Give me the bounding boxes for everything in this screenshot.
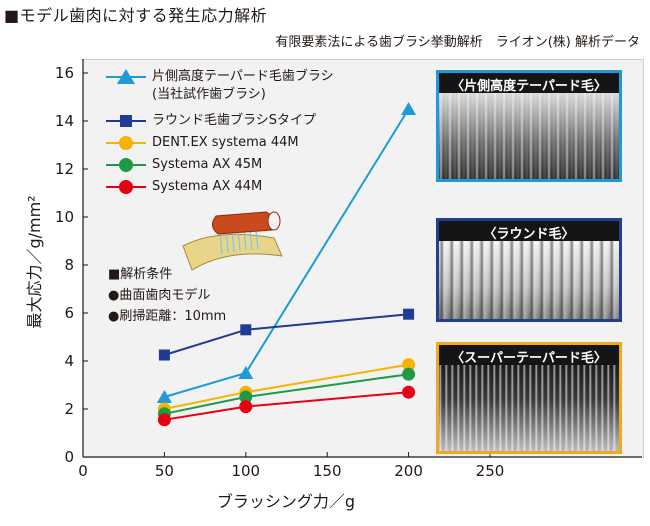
y-tick-label: 6 [64, 304, 74, 322]
bristle-image-tapered [439, 93, 619, 179]
analysis-conditions: ■解析条件 ●曲面歯肉モデル ●刷掃距離：10mm [108, 264, 226, 327]
data-point-square [158, 349, 170, 361]
data-point-square [240, 324, 252, 336]
data-point-triangle [156, 390, 172, 403]
data-point-square [403, 308, 415, 320]
legend-label-sub: (当社試作歯ブラシ) [152, 87, 266, 102]
bristle-image-super-tapered [439, 365, 619, 451]
x-tick-label: 150 [313, 462, 342, 480]
legend-swatch-triangle [106, 69, 146, 84]
x-tick-label: 100 [231, 462, 260, 480]
series-line-3 [164, 373, 409, 415]
condition-gum-model: ●曲面歯肉モデル [108, 288, 211, 303]
axes: 0 2 4 6 8 10 12 14 16 0 50 100 150 200 250 [55, 59, 642, 480]
legend-label: DENT.EX systema 44M [152, 135, 299, 150]
x-tick-label: 200 [394, 462, 423, 480]
figure-subtitle: 有限要素法による歯ブラシ挙動解析 ライオン(株) 解析データ [275, 35, 640, 50]
legend-swatch-circle [106, 158, 146, 172]
legend-swatch-circle [106, 136, 146, 150]
figure-title: ■モデル歯肉に対する発生応力解析 [4, 6, 268, 25]
x-tick-label: 0 [78, 462, 88, 480]
legend-label: 片側高度テーパード毛歯ブラシ [152, 69, 334, 84]
conditions-heading: ■解析条件 [108, 267, 173, 282]
x-tick-label: 250 [476, 462, 505, 480]
y-axis-label: 最大応力／g/mm² [25, 195, 44, 328]
y-tick-label: 14 [55, 112, 74, 130]
data-point-circle [239, 390, 253, 404]
legend-label: ラウンド毛歯ブラシSタイプ [152, 113, 316, 128]
y-tick-label: 16 [55, 64, 74, 82]
data-point-circle [239, 400, 253, 414]
condition-brushing-distance: ●刷掃距離：10mm [108, 309, 227, 324]
data-point-triangle [401, 102, 417, 115]
legend-swatch-square [106, 115, 146, 127]
photo-round-bristle: 〈ラウンド毛〉 [436, 218, 622, 322]
y-tick-label: 12 [55, 160, 74, 178]
data-point-circle [402, 358, 416, 372]
photo-label-round: 〈ラウンド毛〉 [483, 227, 575, 242]
data-point-circle [402, 367, 416, 381]
data-point-triangle [238, 366, 254, 379]
photo-label-tapered: 〈片側高度テーパード毛〉 [451, 79, 607, 94]
y-tick-label: 4 [64, 352, 74, 370]
y-tick-label: 10 [55, 208, 74, 226]
legend-swatch-circle [106, 180, 146, 194]
photo-tapered-bristle: 〈片側高度テーパード毛〉 [436, 70, 622, 182]
series-lines [156, 102, 417, 427]
y-tick-label: 8 [64, 256, 74, 274]
bristle-image-round [439, 241, 619, 319]
gum-model-illustration [182, 211, 283, 271]
legend-label: Systema AX 45M [152, 157, 263, 172]
photo-super-tapered-bristle: 〈スーパーテーパード毛〉 [436, 342, 622, 454]
y-tick-label: 2 [64, 400, 74, 418]
data-point-circle [402, 385, 416, 399]
x-tick-label: 50 [155, 462, 174, 480]
x-axis-label: ブラッシング力／g [217, 492, 355, 511]
legend-label: Systema AX 44M [152, 179, 263, 194]
photo-label-super-tapered: 〈スーパーテーパード毛〉 [451, 351, 607, 366]
y-tick-label: 0 [64, 448, 74, 466]
data-point-circle [157, 413, 171, 427]
